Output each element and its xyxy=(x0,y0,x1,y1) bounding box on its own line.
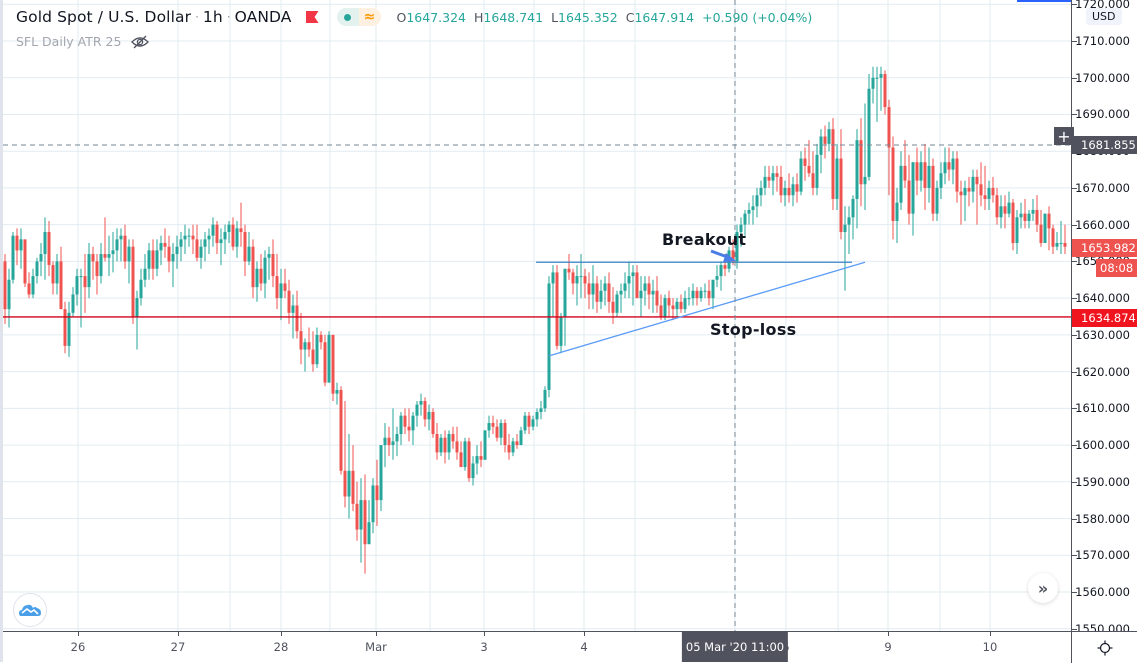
breakout-annotation: Breakout xyxy=(662,230,747,249)
market-open-dot-icon xyxy=(336,8,359,26)
stop-loss-annotation: Stop-loss xyxy=(710,320,797,339)
time-tick-label: 3 xyxy=(480,640,488,654)
market-status-pill[interactable]: ≈ xyxy=(336,8,381,26)
price-tick xyxy=(1072,628,1077,630)
chart-settings-button[interactable] xyxy=(1071,631,1137,663)
time-tick xyxy=(990,632,991,636)
interval-label[interactable]: 1h xyxy=(202,8,223,26)
price-tick-label: 1600.000 xyxy=(1075,438,1130,453)
flag-icon[interactable] xyxy=(305,11,319,23)
time-tick-label: 9 xyxy=(884,640,892,654)
crosshair-time-tag: 05 Mar '20 11:00 xyxy=(681,632,789,662)
price-tick-label: 1660.000 xyxy=(1075,217,1130,232)
crosshair-price-value: 1681.855 xyxy=(1081,138,1136,152)
plus-icon[interactable]: + xyxy=(1054,127,1074,146)
price-tick xyxy=(1072,41,1077,42)
separator: · xyxy=(226,10,231,24)
cloud-logo-icon xyxy=(19,604,41,616)
price-tick xyxy=(1072,77,1077,79)
last-price-value: 1653.982 xyxy=(1081,241,1136,255)
low-label: L xyxy=(551,9,559,25)
time-tick xyxy=(376,632,377,636)
exchange-label[interactable]: OANDA xyxy=(234,8,292,26)
price-tick-label: 1700.000 xyxy=(1075,70,1130,85)
price-tick-label: 1610.000 xyxy=(1075,401,1130,416)
stop-loss-price-tag: 1634.874 xyxy=(1072,309,1137,327)
ohlc-values: O1647.324 H1648.741 L1645.352 C1647.914 … xyxy=(397,10,813,25)
price-tick xyxy=(1072,4,1077,6)
time-tick xyxy=(78,632,79,636)
close-label: C xyxy=(625,9,635,25)
high-label: H xyxy=(474,9,484,25)
price-tick-label: 1560.000 xyxy=(1075,584,1130,599)
price-axis[interactable]: 1550.000 1560.000 1570.000 1580.000 1590.000… xyxy=(1054,0,1137,636)
time-tick-label: 26 xyxy=(70,640,86,654)
double-chevron-right-icon: » xyxy=(1037,578,1049,598)
open-value: 1647.324 xyxy=(406,9,467,25)
high-value: 1648.741 xyxy=(483,9,544,25)
price-tick-label: 1690.000 xyxy=(1075,107,1130,122)
price-tick xyxy=(1072,371,1077,373)
price-tick-label: 1590.000 xyxy=(1075,474,1130,489)
price-tick-label: 1620.000 xyxy=(1075,364,1130,379)
symbol-title[interactable]: Gold Spot / U.S. Dollar xyxy=(16,8,192,26)
time-axis[interactable]: 262728Mar345910 05 Mar '20 11:00 xyxy=(3,631,1071,663)
countdown-value: 08:08 xyxy=(1100,261,1134,275)
price-tick xyxy=(1072,555,1077,557)
price-tick xyxy=(1072,334,1077,336)
price-tick-label: 1580.000 xyxy=(1075,511,1130,526)
left-border xyxy=(0,0,3,662)
price-tick xyxy=(1072,261,1077,263)
price-tick xyxy=(1072,187,1077,189)
symbol-legend[interactable]: Gold Spot / U.S. Dollar · 1h · OANDA ≈ O… xyxy=(16,8,812,26)
price-tick-label: 1640.000 xyxy=(1075,291,1130,306)
price-tick xyxy=(1072,298,1077,300)
separator: · xyxy=(195,10,199,24)
time-tick-label: 4 xyxy=(580,640,588,654)
time-tick xyxy=(888,632,889,636)
price-tick-label: 1720.000 xyxy=(1075,0,1130,12)
time-tick-label: 28 xyxy=(273,640,289,654)
time-tick-label: 27 xyxy=(170,640,186,654)
time-tick xyxy=(178,632,179,636)
price-tick xyxy=(1072,114,1077,116)
stop-loss-price-value: 1634.874 xyxy=(1081,311,1136,325)
time-tick xyxy=(584,632,585,636)
time-tick xyxy=(484,632,485,636)
price-tick xyxy=(1072,445,1077,447)
tradingview-logo-button[interactable] xyxy=(13,593,47,627)
indicator-name[interactable]: SFL Daily ATR 25 xyxy=(16,34,122,49)
crosshair-price-tag: + 1681.855 xyxy=(1054,127,1137,154)
price-tick xyxy=(1072,591,1077,593)
price-tick-label: 1630.000 xyxy=(1075,327,1130,342)
candlestick-chart[interactable] xyxy=(3,0,1071,631)
scroll-to-realtime-button[interactable]: » xyxy=(1028,573,1058,603)
change-value: +0.590 (+0.04%) xyxy=(702,9,813,25)
delayed-data-icon: ≈ xyxy=(358,8,381,26)
time-tick-label: 10 xyxy=(982,640,998,654)
price-tick-label: 1710.000 xyxy=(1075,34,1130,48)
price-tick xyxy=(1072,518,1077,520)
low-value: 1645.352 xyxy=(558,9,618,25)
time-tick-label: Mar xyxy=(365,640,387,654)
last-price-tag: 1653.982 xyxy=(1072,239,1137,257)
gear-icon xyxy=(1097,640,1113,655)
indicator-legend[interactable]: SFL Daily ATR 25 xyxy=(16,34,150,49)
chart-plot-area[interactable]: Breakout Stop-loss Gold Spot / U.S. Doll… xyxy=(3,0,1071,631)
close-value: 1647.914 xyxy=(634,9,695,25)
countdown-tag: 08:08 xyxy=(1096,259,1137,277)
price-tick-label: 1570.000 xyxy=(1075,548,1130,563)
price-tick xyxy=(1072,481,1077,483)
time-tick xyxy=(281,632,282,636)
price-tick-label: 1670.000 xyxy=(1075,180,1130,195)
eye-hidden-icon[interactable] xyxy=(131,35,150,49)
open-label: O xyxy=(396,9,407,25)
currency-label[interactable]: USD xyxy=(1086,8,1122,25)
price-tick xyxy=(1072,408,1077,410)
price-tick xyxy=(1072,224,1077,226)
